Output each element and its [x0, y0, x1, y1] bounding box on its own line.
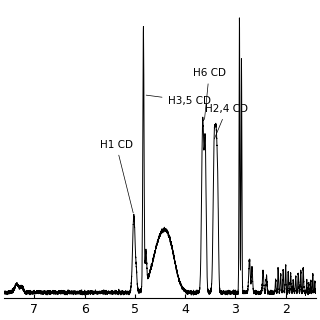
Text: H6 CD: H6 CD [193, 68, 226, 119]
Text: H3,5 CD: H3,5 CD [146, 95, 211, 106]
Text: H1 CD: H1 CD [100, 140, 133, 213]
Text: H2,4 CD: H2,4 CD [205, 104, 248, 139]
